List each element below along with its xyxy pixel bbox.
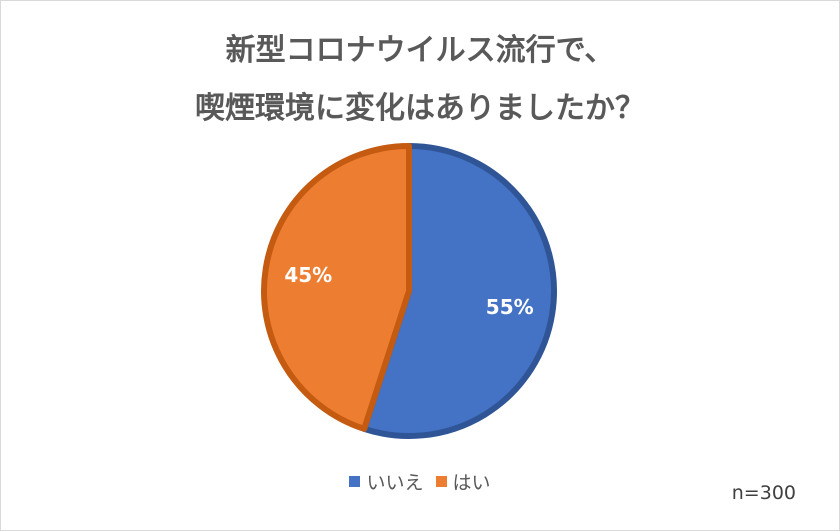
sample-size-note: n=300: [731, 482, 796, 504]
legend-label-hai: はい: [452, 472, 491, 494]
pie-slice-hai: [261, 143, 412, 432]
chart-title: 新型コロナウイルス流行で、 喫煙環境に変化はありましたか？: [0, 22, 840, 138]
legend: いいえ はい: [0, 468, 840, 495]
legend-swatch-hai: [435, 476, 447, 487]
legend-label-iie: いいえ: [366, 472, 424, 494]
chart-title-line-2: 喫煙環境に変化はありましたか？: [195, 91, 645, 126]
legend-swatch-iie: [349, 476, 361, 487]
chart-title-line-1: 新型コロナウイルス流行で、: [225, 33, 615, 68]
slice-label-iie: 55%: [486, 295, 534, 319]
slice-label-hai: 45%: [284, 263, 332, 287]
legend-item-iie: いいえ: [349, 468, 424, 495]
legend-item-hai: はい: [435, 468, 491, 495]
